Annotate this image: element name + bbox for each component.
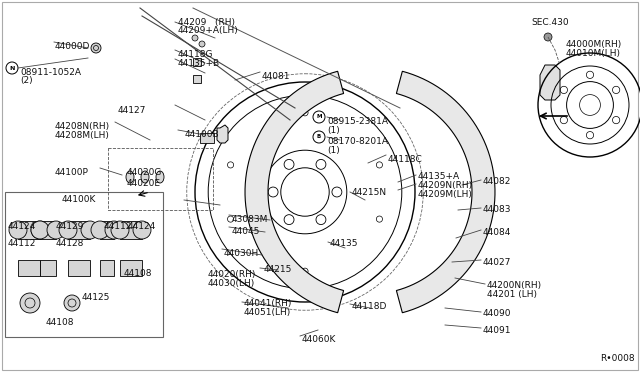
Text: 44209N(RH): 44209N(RH) <box>418 181 473 190</box>
Polygon shape <box>540 65 560 100</box>
Text: 44027: 44027 <box>483 258 511 267</box>
Circle shape <box>47 221 65 239</box>
Text: 44208N(RH): 44208N(RH) <box>55 122 110 131</box>
Text: 44129: 44129 <box>56 222 84 231</box>
Text: 44118C: 44118C <box>388 155 423 164</box>
Text: 44041(RH): 44041(RH) <box>244 299 292 308</box>
Bar <box>108 148 213 210</box>
Text: 44135+B: 44135+B <box>178 59 220 68</box>
Bar <box>200 133 214 143</box>
Text: 44135+A: 44135+A <box>418 172 460 181</box>
Circle shape <box>192 35 198 41</box>
Circle shape <box>91 221 109 239</box>
Circle shape <box>544 33 552 41</box>
Text: 44112: 44112 <box>104 222 132 231</box>
Bar <box>40 260 56 276</box>
Text: 44209   (RH): 44209 (RH) <box>178 18 235 27</box>
Ellipse shape <box>126 171 134 183</box>
Text: 44020G: 44020G <box>127 168 163 177</box>
Text: 44000M(RH): 44000M(RH) <box>566 40 622 49</box>
Text: B: B <box>317 135 321 140</box>
Text: 44051(LH): 44051(LH) <box>244 308 291 317</box>
Text: 44201 (LH): 44201 (LH) <box>487 290 537 299</box>
Circle shape <box>91 43 101 53</box>
Circle shape <box>111 221 129 239</box>
Text: 44100B: 44100B <box>185 130 220 139</box>
Text: R•0008: R•0008 <box>600 354 635 363</box>
Text: 44125: 44125 <box>82 293 110 302</box>
Circle shape <box>81 221 99 239</box>
Circle shape <box>31 221 49 239</box>
Bar <box>193 58 201 66</box>
Text: 44020(RH): 44020(RH) <box>208 270 257 279</box>
Bar <box>100 260 114 276</box>
Text: N: N <box>10 65 15 71</box>
Text: 44108: 44108 <box>46 318 74 327</box>
Text: 44100K: 44100K <box>62 195 97 204</box>
Circle shape <box>20 293 40 313</box>
Bar <box>5 192 163 337</box>
Ellipse shape <box>156 171 164 183</box>
Bar <box>18 260 40 276</box>
Text: (1): (1) <box>327 146 340 155</box>
Bar <box>120 221 142 239</box>
Text: 44010M(LH): 44010M(LH) <box>566 49 621 58</box>
Text: 44100P: 44100P <box>55 168 89 177</box>
Text: 44215: 44215 <box>264 265 292 274</box>
Text: 44083: 44083 <box>483 205 511 214</box>
Text: 44030H: 44030H <box>224 249 259 258</box>
Text: 44082: 44082 <box>483 177 511 186</box>
Circle shape <box>9 221 27 239</box>
Circle shape <box>105 221 123 239</box>
Circle shape <box>133 221 151 239</box>
Text: SEC.430: SEC.430 <box>531 18 568 27</box>
Text: 08911-1052A: 08911-1052A <box>20 68 81 77</box>
Polygon shape <box>217 125 228 143</box>
Text: 44209M(LH): 44209M(LH) <box>418 190 473 199</box>
Text: 44209+A(LH): 44209+A(LH) <box>178 26 239 35</box>
Text: 44215N: 44215N <box>352 188 387 197</box>
Text: M: M <box>316 115 322 119</box>
Circle shape <box>31 221 49 239</box>
Text: 43083M: 43083M <box>232 215 268 224</box>
Polygon shape <box>245 71 344 313</box>
Text: 44128: 44128 <box>56 239 84 248</box>
Text: 44127: 44127 <box>118 106 147 115</box>
Circle shape <box>199 41 205 47</box>
Text: 44091: 44091 <box>483 326 511 335</box>
Text: 44208M(LH): 44208M(LH) <box>55 131 110 140</box>
Text: (2): (2) <box>20 76 33 85</box>
Text: 44200N(RH): 44200N(RH) <box>487 281 542 290</box>
Text: 44118D: 44118D <box>352 302 387 311</box>
Text: 44045: 44045 <box>232 227 260 236</box>
Polygon shape <box>396 71 495 313</box>
Text: 44030(LH): 44030(LH) <box>208 279 255 288</box>
Bar <box>40 221 56 239</box>
Text: 44135: 44135 <box>330 239 358 248</box>
Text: 44084: 44084 <box>483 228 511 237</box>
Text: 44090: 44090 <box>483 309 511 318</box>
Text: 44000D: 44000D <box>55 42 90 51</box>
Circle shape <box>59 221 77 239</box>
Bar <box>18 221 40 239</box>
Text: 08915-2381A: 08915-2381A <box>327 117 388 126</box>
Bar <box>193 75 201 83</box>
Text: 08170-8201A: 08170-8201A <box>327 137 388 146</box>
Text: 44020E: 44020E <box>127 179 161 188</box>
Text: (1): (1) <box>327 126 340 135</box>
Bar <box>100 221 114 239</box>
Text: 44112: 44112 <box>8 239 36 248</box>
Bar <box>68 260 90 276</box>
Bar <box>68 221 90 239</box>
Bar <box>120 260 142 276</box>
Ellipse shape <box>141 171 149 183</box>
Text: 44081: 44081 <box>262 72 291 81</box>
Text: 44118G: 44118G <box>178 50 214 59</box>
Text: 44124: 44124 <box>8 222 36 231</box>
Text: 44060K: 44060K <box>302 335 337 344</box>
Text: 44124: 44124 <box>128 222 156 231</box>
Text: 44108: 44108 <box>124 269 152 278</box>
Circle shape <box>64 295 80 311</box>
